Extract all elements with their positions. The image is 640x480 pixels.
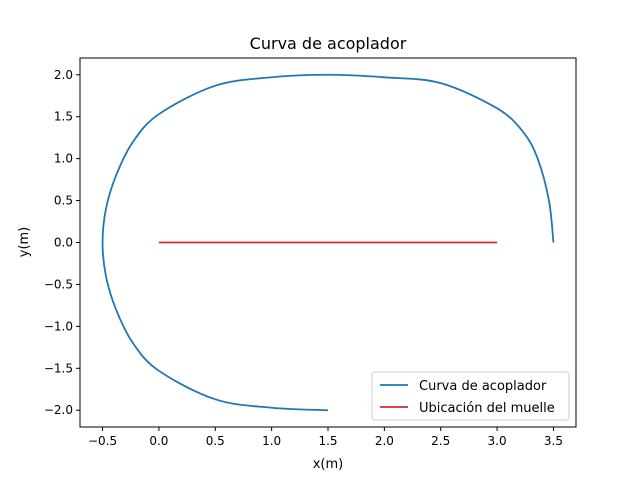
x-tick-label: 1.0	[262, 434, 281, 448]
y-axis-ticks: −2.0 −1.5 −1.0 −0.5 0.0 0.5 1.0 1.5 2.0	[44, 68, 80, 417]
x-tick-label: 3.0	[488, 434, 507, 448]
y-tick-label: 1.5	[54, 110, 73, 124]
legend-label-coupler-curve: Curva de acoplador	[419, 379, 547, 394]
y-tick-label: −2.0	[44, 403, 73, 417]
y-tick-label: −0.5	[44, 277, 73, 291]
x-tick-label: 1.5	[318, 434, 337, 448]
x-axis-label: x(m)	[313, 457, 344, 472]
chart-title: Curva de acoplador	[250, 34, 407, 53]
legend-frame	[371, 371, 570, 421]
legend-label-spring-location: Ubicación del muelle	[419, 401, 555, 416]
axes-frame	[79, 57, 577, 428]
y-axis-label: y(m)	[17, 227, 32, 258]
x-tick-label: 2.0	[375, 434, 394, 448]
y-tick-label: 0.0	[54, 236, 73, 250]
legend: Curva de acoplador Ubicación del muelle	[371, 371, 570, 421]
x-tick-label: 2.5	[431, 434, 450, 448]
y-tick-label: 1.0	[54, 152, 73, 166]
x-tick-label: 3.5	[544, 434, 563, 448]
x-tick-label: 0.5	[206, 434, 225, 448]
x-tick-label: 0.0	[149, 434, 168, 448]
plot-area	[101, 73, 555, 412]
y-tick-label: −1.5	[44, 361, 73, 375]
series-line-coupler-curve	[101, 73, 555, 412]
y-tick-label: 2.0	[54, 68, 73, 82]
x-tick-label: −0.5	[88, 434, 117, 448]
y-tick-label: −1.0	[44, 319, 73, 333]
y-tick-label: 0.5	[54, 194, 73, 208]
x-axis-ticks: −0.5 0.0 0.5 1.0 1.5 2.0 2.5 3.0 3.5	[88, 427, 563, 448]
